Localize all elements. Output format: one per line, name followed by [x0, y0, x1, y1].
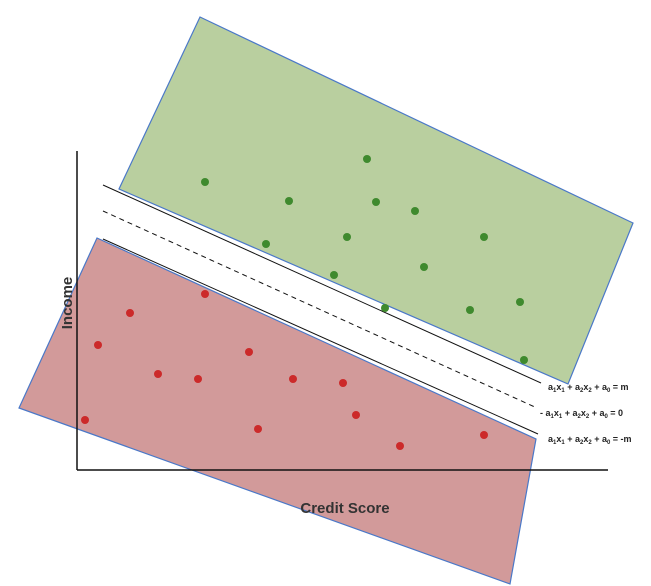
red-points-group [81, 290, 488, 450]
red-point-6 [194, 375, 202, 383]
green-point-6 [262, 240, 270, 248]
red-point-12 [396, 442, 404, 450]
green-point-11 [381, 304, 389, 312]
green-point-2 [285, 197, 293, 205]
green-point-3 [363, 155, 371, 163]
red-point-11 [254, 425, 262, 433]
red-point-8 [339, 379, 347, 387]
green-point-4 [372, 198, 380, 206]
lower-margin-line [102, 238, 539, 435]
red-class-region [18, 237, 537, 585]
green-point-9 [330, 271, 338, 279]
green-point-13 [516, 298, 524, 306]
red-point-5 [154, 370, 162, 378]
green-point-5 [411, 207, 419, 215]
red-point-13 [480, 431, 488, 439]
green-point-10 [420, 263, 428, 271]
lower-margin-equation: a1x1 + a2x2 + a0 = -m [548, 434, 632, 446]
red-point-7 [289, 375, 297, 383]
red-point-2 [126, 309, 134, 317]
red-point-10 [352, 411, 360, 419]
green-point-1 [201, 178, 209, 186]
x-axis-label: Credit Score [300, 500, 389, 517]
green-point-8 [480, 233, 488, 241]
green-point-7 [343, 233, 351, 241]
red-point-9 [81, 416, 89, 424]
upper-margin-line [102, 184, 542, 384]
decision-boundary-line [102, 210, 538, 409]
green-point-12 [466, 306, 474, 314]
y-axis-label: Income [59, 277, 76, 330]
decision-boundary-equation: - a1x1 + a2x2 + a0 = 0 [540, 408, 623, 420]
upper-margin-equation: a1x1 + a2x2 + a0 = m [548, 382, 629, 394]
red-point-3 [94, 341, 102, 349]
red-point-4 [245, 348, 253, 356]
green-points-group [201, 155, 528, 364]
green-point-14 [520, 356, 528, 364]
red-point-1 [201, 290, 209, 298]
